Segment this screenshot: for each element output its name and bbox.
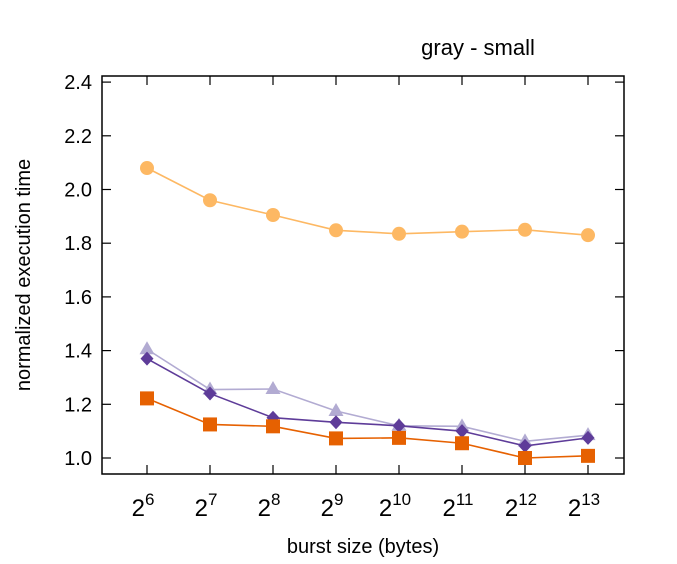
x-tick-base: 2 xyxy=(505,495,518,522)
x-tick-base: 2 xyxy=(568,495,581,522)
x-tick-exponent: 6 xyxy=(145,490,154,509)
x-tick-base: 2 xyxy=(132,495,145,522)
series-line xyxy=(146,357,589,447)
data-point-circle xyxy=(329,223,343,238)
data-point-diamond xyxy=(140,351,154,366)
data-point-circle xyxy=(266,208,280,223)
data-point-square xyxy=(518,451,532,465)
x-tick-base: 2 xyxy=(258,495,271,522)
x-tick-label: 212 xyxy=(505,490,537,522)
x-tick-label: 29 xyxy=(321,490,344,522)
x-tick-label: 210 xyxy=(379,490,411,522)
x-tick-label: 211 xyxy=(442,490,473,522)
data-point-circle xyxy=(203,193,217,208)
data-point-diamond xyxy=(455,424,469,439)
data-point-diamond xyxy=(203,386,217,401)
y-axis: 1.0 1.2 1.4 1.6 1.8 2.0 2.2 2.4 xyxy=(64,72,624,470)
x-tick-base: 2 xyxy=(379,495,392,522)
series-line xyxy=(146,167,589,236)
data-point-circle xyxy=(140,161,154,176)
y-tick-label: 1.4 xyxy=(64,341,92,363)
data-point-square xyxy=(203,417,217,432)
series-square xyxy=(140,391,595,465)
data-point-circle xyxy=(581,228,595,243)
x-axis: 26 27 28 29 210 211 212 213 xyxy=(132,76,600,522)
data-point-square xyxy=(266,419,280,434)
x-tick-exponent: 9 xyxy=(334,490,343,509)
data-point-diamond xyxy=(518,438,532,453)
data-point-square xyxy=(140,391,154,406)
data-point-diamond xyxy=(581,430,595,445)
series-line xyxy=(146,348,589,443)
y-tick-label: 1.8 xyxy=(64,233,92,255)
x-tick-exponent: 10 xyxy=(392,490,411,509)
x-tick-exponent: 7 xyxy=(208,490,217,509)
y-tick-label: 1.2 xyxy=(64,394,92,416)
x-tick-label: 213 xyxy=(568,490,600,522)
series-line xyxy=(146,397,589,459)
y-tick-label: 1.6 xyxy=(64,287,92,309)
data-point-triangle xyxy=(139,341,155,355)
series-circle xyxy=(140,161,595,243)
series-layer xyxy=(139,161,596,465)
data-point-square xyxy=(581,448,595,463)
data-point-triangle xyxy=(265,380,281,394)
x-tick-label: 28 xyxy=(258,490,281,522)
chart-title: gray - small xyxy=(421,35,535,60)
data-point-diamond xyxy=(329,415,343,430)
y-tick-label: 2.2 xyxy=(64,126,92,148)
y-tick-label: 2.4 xyxy=(64,72,92,94)
x-tick-exponent: 11 xyxy=(456,490,474,509)
data-point-square xyxy=(392,430,406,445)
x-tick-base: 2 xyxy=(195,495,208,522)
data-point-triangle xyxy=(328,403,344,417)
data-point-square xyxy=(455,436,469,451)
data-point-square xyxy=(329,431,343,446)
x-tick-exponent: 8 xyxy=(271,490,280,509)
x-tick-exponent: 13 xyxy=(581,490,600,509)
x-tick-base: 2 xyxy=(442,495,455,522)
x-tick-base: 2 xyxy=(321,495,334,522)
data-point-circle xyxy=(455,224,469,239)
x-tick-label: 26 xyxy=(132,490,155,522)
series-diamond xyxy=(140,351,595,453)
data-point-diamond xyxy=(392,418,406,433)
y-tick-label: 1.0 xyxy=(64,448,92,470)
data-point-circle xyxy=(392,226,406,241)
plot-frame xyxy=(101,75,625,475)
data-point-circle xyxy=(518,222,532,237)
x-tick-exponent: 12 xyxy=(518,490,537,509)
y-axis-label: normalized execution time xyxy=(13,159,35,391)
x-tick-label: 27 xyxy=(195,490,218,522)
x-axis-label: burst size (bytes) xyxy=(287,536,439,558)
y-tick-label: 2.0 xyxy=(64,180,92,202)
